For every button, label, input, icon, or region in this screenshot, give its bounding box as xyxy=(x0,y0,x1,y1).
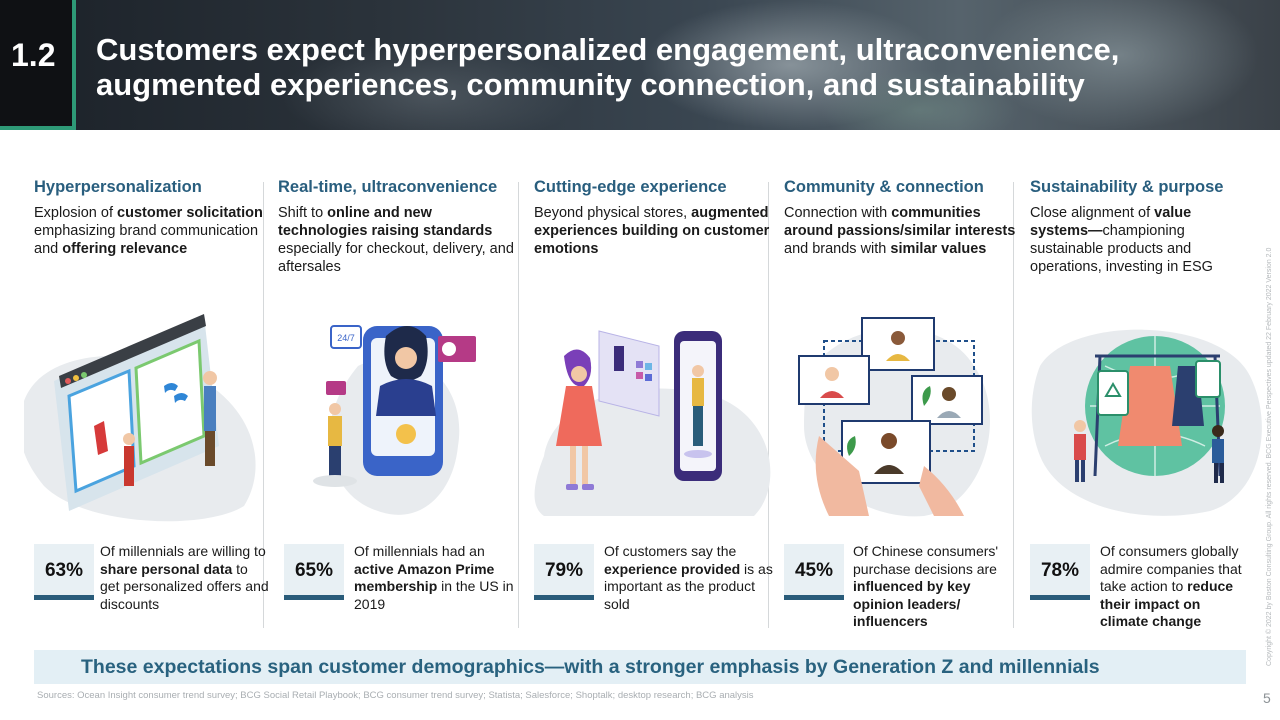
text-run: in the US in 2019 xyxy=(354,578,514,612)
bold-text-run: value systems— xyxy=(1030,205,1192,239)
sources-note: Sources: Ocean Insight consumer trend su… xyxy=(37,690,754,701)
text-run: championing sustainable products and ope… xyxy=(1030,223,1213,275)
column-divider xyxy=(1013,182,1014,628)
column-realtime-ultraconvenience: Real-time, ultraconvenience Shift to onl… xyxy=(278,178,514,630)
stat-description: Of millennials had an active Amazon Prim… xyxy=(354,543,514,613)
bottom-banner: These expectations span customer demogra… xyxy=(34,650,1246,684)
text-run: to get personalized offers and discounts xyxy=(100,560,269,612)
text-run: Beyond physical stores, xyxy=(534,205,692,221)
stat-description: Of consumers globally admire companies t… xyxy=(1100,543,1250,631)
column-community-connection: Community & connection Connection with c… xyxy=(784,178,1015,631)
text-run: Close alignment of xyxy=(1030,205,1155,221)
column-hyperpersonalization: Hyperpersonalization Explosion of custom… xyxy=(24,178,269,630)
title-line-2: augmented experiences, community connect… xyxy=(96,67,1085,102)
column-divider xyxy=(518,182,519,628)
column-description: Beyond physical stores, augmented experi… xyxy=(534,204,770,258)
bottom-banner-text: These expectations span customer demogra… xyxy=(81,656,1100,678)
bold-text-run: share personal data xyxy=(100,560,233,577)
bold-text-run: customer solicitation xyxy=(117,205,263,221)
column-heading: Community & connection xyxy=(784,178,984,196)
stat-box: 63% xyxy=(34,544,94,600)
stat-description: Of customers say the experience provided… xyxy=(604,543,774,613)
phone-support-illustration: 24/7 xyxy=(313,325,476,515)
text-run: Of customers say the xyxy=(604,543,737,559)
bold-text-run: influenced by key opinion leaders/ influ… xyxy=(853,578,971,629)
text-run: is as important as the product sold xyxy=(604,560,773,612)
bold-text-run: similar values xyxy=(890,241,987,257)
bold-text-run: active Amazon Prime membership xyxy=(354,560,495,595)
text-run: Of millennials are willing to xyxy=(100,543,266,559)
svg-text:24/7: 24/7 xyxy=(337,333,355,343)
column-divider xyxy=(768,182,769,628)
text-run: Of consumers globally admire companies t… xyxy=(1100,543,1242,594)
column-heading: Cutting-edge experience xyxy=(534,178,727,196)
stat-description: Of Chinese consumers' purchase decisions… xyxy=(853,543,1013,631)
column-description: Close alignment of value systems—champio… xyxy=(1030,204,1245,276)
page-number: 5 xyxy=(1263,690,1271,706)
video-community-illustration xyxy=(798,317,990,517)
column-heading: Sustainability & purpose xyxy=(1030,178,1224,196)
stat-value: 78% xyxy=(1040,560,1080,581)
text-run: Explosion of xyxy=(34,205,118,221)
stat-value: 79% xyxy=(544,560,584,581)
column-divider xyxy=(263,182,264,628)
stat-box: 65% xyxy=(284,544,344,600)
title-line-1: Customers expect hyperpersonalized engag… xyxy=(96,32,1120,67)
text-run: Of Chinese consumers' purchase decisions… xyxy=(853,543,999,577)
text-run: Shift to xyxy=(278,205,328,221)
section-number: 1.2 xyxy=(11,37,56,73)
section-number-box: 1.2 xyxy=(0,0,76,130)
header-banner: 1.2 Customers expect hyperpersonalized e… xyxy=(0,0,1280,130)
column-description: Connection with communities around passi… xyxy=(784,204,1020,258)
stat-value: 65% xyxy=(294,560,334,581)
column-description: Shift to online and new technologies rai… xyxy=(278,204,514,276)
ar-fitting-illustration xyxy=(534,330,771,516)
column-heading: Hyperpersonalization xyxy=(34,178,202,196)
bold-text-run: communities around passions/similar inte… xyxy=(784,205,1016,239)
bold-text-run: offering relevance xyxy=(62,241,188,257)
column-description: Explosion of customer solicitation empha… xyxy=(34,204,270,258)
stat-description: Of millennials are willing to share pers… xyxy=(100,543,270,613)
copyright-note: Copyright © 2022 by Boston Consulting Gr… xyxy=(1266,247,1273,666)
stat-box: 79% xyxy=(534,544,594,600)
text-run: Connection with xyxy=(784,205,892,221)
bold-text-run: augmented experiences building on custom… xyxy=(534,205,770,257)
stat-box: 45% xyxy=(784,544,844,600)
stat-box: 78% xyxy=(1030,544,1090,600)
bold-text-run: online and new technologies raising stan… xyxy=(278,205,493,239)
bold-text-run: experience provided xyxy=(604,560,741,577)
online-shopping-illustration xyxy=(24,314,256,522)
text-run: especially for checkout, delivery, and a… xyxy=(278,241,514,275)
column-heading: Real-time, ultraconvenience xyxy=(278,178,498,196)
sustainable-fashion-illustration xyxy=(1031,329,1262,516)
page-title: Customers expect hyperpersonalized engag… xyxy=(96,32,1236,102)
text-run: Of millennials had an xyxy=(354,543,485,559)
text-run: emphasizing brand communication and xyxy=(34,223,259,257)
stat-value: 45% xyxy=(794,560,834,581)
stat-value: 63% xyxy=(44,560,84,581)
bold-text-run: reduce their impact on climate change xyxy=(1100,578,1234,629)
text-run: and brands with xyxy=(784,241,891,257)
column-sustainability-purpose: Sustainability & purpose Close alignment… xyxy=(1030,178,1262,631)
column-cutting-edge-experience: Cutting-edge experience Beyond physical … xyxy=(534,178,773,630)
